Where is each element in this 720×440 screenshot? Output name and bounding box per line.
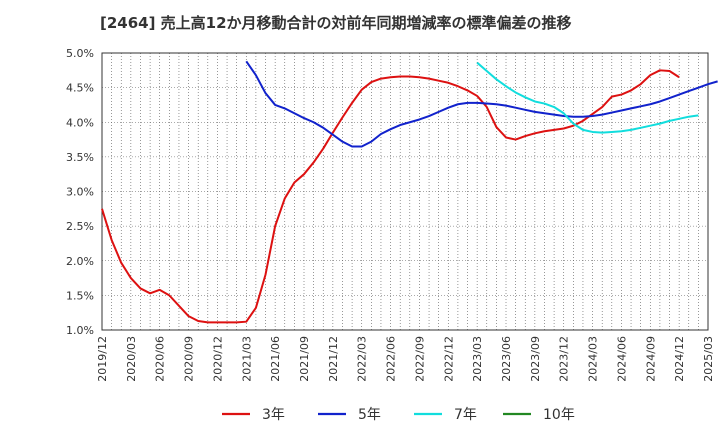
x-tick-label: 2019/12 <box>96 336 109 382</box>
y-tick-label: 3.0% <box>66 186 94 199</box>
y-tick-label: 5.0% <box>66 47 94 60</box>
x-tick-label: 2023/06 <box>500 336 513 382</box>
x-tick-label: 2021/03 <box>240 336 253 382</box>
x-tick-label: 2020/06 <box>154 336 167 382</box>
x-tick-label: 2024/09 <box>644 336 657 382</box>
x-tick-label: 2025/03 <box>702 336 715 382</box>
x-tick-label: 2024/06 <box>615 336 628 382</box>
series-line-3年 <box>101 69 680 324</box>
y-tick-label: 1.5% <box>66 289 94 302</box>
x-tick-label: 2024/12 <box>673 336 686 382</box>
legend-label: 5年 <box>358 407 381 423</box>
x-tick-label: 2022/03 <box>356 336 369 382</box>
plot-frame <box>101 52 709 331</box>
x-tick-label: 2024/03 <box>587 336 600 382</box>
chart-title: [2464] 売上高12か月移動合計の対前年同期増減率の標準偏差の推移 <box>100 14 572 32</box>
legend-label: 10年 <box>543 407 575 423</box>
x-tick-label: 2022/09 <box>413 336 426 382</box>
x-tick-label: 2023/03 <box>471 336 484 382</box>
y-tick-label: 2.0% <box>66 255 94 268</box>
axes: 5.0% 4.5% 4.0% 3.5% 3.0% 2.5% 2.0% 1.5% 1.0%2019… <box>66 47 715 382</box>
series-lines <box>101 60 718 324</box>
y-tick-label: 2.5% <box>66 220 94 233</box>
x-tick-label: 2021/06 <box>269 336 282 382</box>
x-tick-label: 2022/06 <box>385 336 398 382</box>
x-tick-label: 2023/12 <box>558 336 571 382</box>
x-tick-label: 2022/12 <box>442 336 455 382</box>
x-tick-label: 2021/12 <box>327 336 340 382</box>
x-tick-label: 2021/09 <box>298 336 311 382</box>
y-tick-label: 4.5% <box>66 82 94 95</box>
x-tick-label: 2020/09 <box>183 336 196 382</box>
y-tick-label: 3.5% <box>66 151 94 164</box>
x-tick-label: 2020/03 <box>125 336 138 382</box>
x-tick-label: 2020/12 <box>211 336 224 382</box>
x-tick-label: 2023/09 <box>529 336 542 382</box>
y-tick-label: 1.0% <box>66 324 94 337</box>
series-line-5年 <box>245 60 718 148</box>
legend-label: 7年 <box>454 407 477 423</box>
y-tick-label: 4.0% <box>66 116 94 129</box>
legend: 3年 5年 7年 10年 <box>222 407 575 423</box>
legend-label: 3年 <box>262 407 285 423</box>
series-line-7年 <box>476 61 699 134</box>
